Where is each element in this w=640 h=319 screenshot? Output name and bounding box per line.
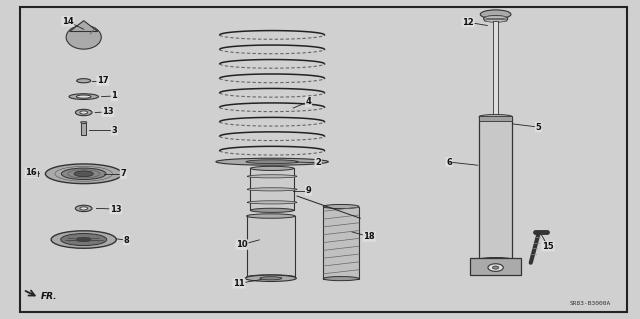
- Ellipse shape: [246, 214, 295, 218]
- Text: 5: 5: [536, 122, 541, 132]
- Ellipse shape: [484, 16, 507, 19]
- Text: 7: 7: [120, 169, 126, 178]
- FancyBboxPatch shape: [479, 117, 512, 260]
- Ellipse shape: [245, 275, 296, 281]
- Text: 13: 13: [110, 204, 122, 213]
- Text: 17: 17: [97, 76, 109, 85]
- FancyBboxPatch shape: [479, 116, 512, 122]
- FancyBboxPatch shape: [470, 258, 521, 275]
- Ellipse shape: [492, 266, 499, 269]
- FancyBboxPatch shape: [323, 206, 359, 278]
- Ellipse shape: [76, 109, 92, 116]
- Text: 12: 12: [462, 18, 474, 27]
- Text: 10: 10: [236, 240, 248, 249]
- Ellipse shape: [250, 208, 294, 212]
- Text: 2: 2: [315, 158, 321, 167]
- Ellipse shape: [77, 79, 91, 83]
- Ellipse shape: [76, 205, 92, 211]
- Text: 14: 14: [62, 17, 74, 26]
- Ellipse shape: [216, 158, 328, 165]
- Ellipse shape: [69, 94, 99, 100]
- Text: 8: 8: [124, 236, 129, 245]
- Ellipse shape: [246, 275, 295, 279]
- Ellipse shape: [77, 238, 91, 241]
- Text: FR.: FR.: [41, 292, 58, 301]
- Ellipse shape: [51, 231, 116, 248]
- Ellipse shape: [483, 16, 508, 22]
- Ellipse shape: [247, 201, 297, 204]
- Ellipse shape: [45, 164, 122, 184]
- Text: 6: 6: [446, 158, 452, 167]
- Text: 9: 9: [306, 186, 312, 195]
- Text: 16: 16: [26, 168, 37, 177]
- Ellipse shape: [480, 10, 511, 19]
- FancyBboxPatch shape: [246, 216, 295, 277]
- Ellipse shape: [479, 257, 512, 262]
- Ellipse shape: [74, 171, 93, 177]
- Text: 13: 13: [102, 108, 114, 116]
- Ellipse shape: [66, 25, 101, 49]
- Ellipse shape: [488, 264, 503, 271]
- Ellipse shape: [247, 188, 297, 191]
- Ellipse shape: [61, 168, 106, 180]
- Ellipse shape: [260, 277, 282, 280]
- Ellipse shape: [81, 122, 87, 123]
- FancyBboxPatch shape: [493, 21, 498, 118]
- Text: 18: 18: [364, 232, 375, 241]
- Ellipse shape: [250, 166, 294, 170]
- Polygon shape: [70, 21, 98, 32]
- Ellipse shape: [479, 115, 512, 119]
- Ellipse shape: [80, 207, 88, 210]
- Ellipse shape: [247, 175, 297, 178]
- Ellipse shape: [61, 234, 107, 246]
- Text: 4: 4: [305, 97, 312, 106]
- FancyBboxPatch shape: [26, 171, 38, 176]
- Ellipse shape: [246, 160, 298, 164]
- Text: 11: 11: [233, 279, 244, 288]
- Text: 3: 3: [111, 126, 117, 135]
- Ellipse shape: [76, 95, 91, 98]
- Ellipse shape: [323, 204, 359, 209]
- Ellipse shape: [484, 19, 507, 22]
- Text: 1: 1: [111, 92, 117, 100]
- FancyBboxPatch shape: [250, 168, 294, 210]
- Ellipse shape: [80, 111, 88, 114]
- Text: SR83-B3000A: SR83-B3000A: [570, 301, 611, 306]
- Ellipse shape: [323, 277, 359, 281]
- FancyBboxPatch shape: [81, 123, 86, 135]
- Text: 15: 15: [542, 242, 554, 251]
